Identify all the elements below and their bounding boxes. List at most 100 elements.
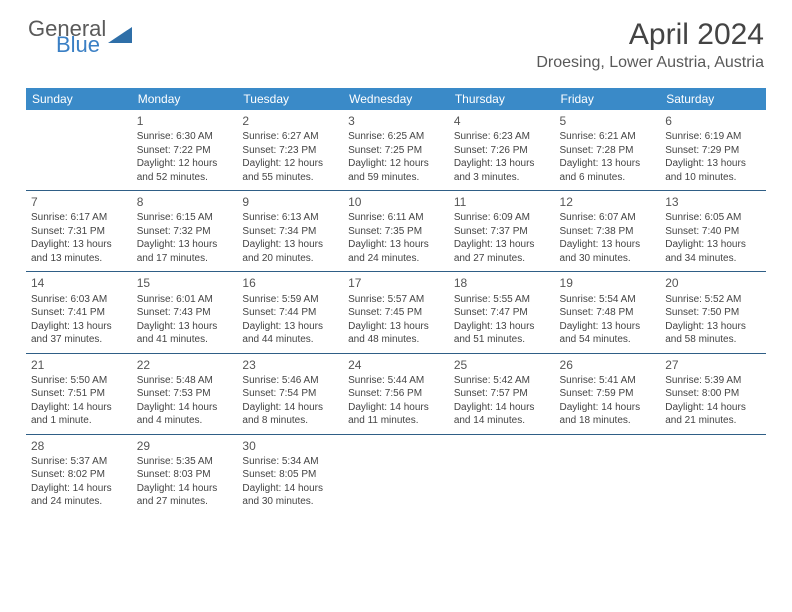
day-cell: 6Sunrise: 6:19 AMSunset: 7:29 PMDaylight… xyxy=(660,110,766,191)
day-cell: 24Sunrise: 5:44 AMSunset: 7:56 PMDayligh… xyxy=(343,353,449,434)
sunset-line: Sunset: 8:05 PM xyxy=(242,468,338,482)
day-cell: 29Sunrise: 5:35 AMSunset: 8:03 PMDayligh… xyxy=(132,434,238,515)
sunrise-line: Sunrise: 5:34 AM xyxy=(242,455,338,469)
sunset-line: Sunset: 8:00 PM xyxy=(665,387,761,401)
day-number: 10 xyxy=(348,194,444,210)
day-cell: 28Sunrise: 5:37 AMSunset: 8:02 PMDayligh… xyxy=(26,434,132,515)
sunrise-line: Sunrise: 6:21 AM xyxy=(560,130,656,144)
sunset-line: Sunset: 7:43 PM xyxy=(137,306,233,320)
daylight-line: Daylight: 13 hours and 20 minutes. xyxy=(242,238,338,265)
week-row: 28Sunrise: 5:37 AMSunset: 8:02 PMDayligh… xyxy=(26,434,766,515)
day-number: 29 xyxy=(137,438,233,454)
daylight-line: Daylight: 13 hours and 30 minutes. xyxy=(560,238,656,265)
sunset-line: Sunset: 7:25 PM xyxy=(348,144,444,158)
sunrise-line: Sunrise: 6:11 AM xyxy=(348,211,444,225)
location: Droesing, Lower Austria, Austria xyxy=(536,54,764,72)
sunset-line: Sunset: 7:45 PM xyxy=(348,306,444,320)
sunset-line: Sunset: 8:02 PM xyxy=(31,468,127,482)
sunset-line: Sunset: 7:41 PM xyxy=(31,306,127,320)
sunset-line: Sunset: 7:53 PM xyxy=(137,387,233,401)
month-title: April 2024 xyxy=(536,18,764,52)
day-number: 1 xyxy=(137,113,233,129)
day-number: 6 xyxy=(665,113,761,129)
sunrise-line: Sunrise: 5:48 AM xyxy=(137,374,233,388)
week-row: 21Sunrise: 5:50 AMSunset: 7:51 PM Dayligh… xyxy=(26,353,766,434)
day-cell: 21Sunrise: 5:50 AMSunset: 7:51 PMDayligh… xyxy=(26,353,132,434)
daylight-line: Daylight: 14 hours and 4 minutes. xyxy=(137,401,233,428)
sunrise-line: Sunrise: 6:30 AM xyxy=(137,130,233,144)
sunrise-line: Sunrise: 5:42 AM xyxy=(454,374,550,388)
daylight-line: Daylight: 14 hours and 14 minutes. xyxy=(454,401,550,428)
day-cell: 17Sunrise: 5:57 AMSunset: 7:45 PMDayligh… xyxy=(343,272,449,353)
daylight-line: Daylight: 13 hours and 41 minutes. xyxy=(137,320,233,347)
daylight-line: Daylight: 13 hours and 13 minutes. xyxy=(31,238,127,265)
day-cell: 18Sunrise: 5:55 AMSunset: 7:47 PMDayligh… xyxy=(449,272,555,353)
sunrise-line: Sunrise: 6:13 AM xyxy=(242,211,338,225)
sunrise-line: Sunrise: 6:09 AM xyxy=(454,211,550,225)
sunrise-line: Sunrise: 6:17 AM xyxy=(31,211,127,225)
daylight-line: Daylight: 14 hours and 24 minutes. xyxy=(31,482,127,509)
sunset-line: Sunset: 7:38 PM xyxy=(560,225,656,239)
daylight-line: Daylight: 13 hours and 27 minutes. xyxy=(454,238,550,265)
day-cell: 11Sunrise: 6:09 AMSunset: 7:37 PMDayligh… xyxy=(449,191,555,272)
day-number: 12 xyxy=(560,194,656,210)
sunrise-line: Sunrise: 6:07 AM xyxy=(560,211,656,225)
day-cell: 5Sunrise: 6:21 AMSunset: 7:28 PMDaylight… xyxy=(555,110,661,191)
day-number: 3 xyxy=(348,113,444,129)
day-cell: 9Sunrise: 6:13 AMSunset: 7:34 PMDaylight… xyxy=(237,191,343,272)
daylight-line: Daylight: 13 hours and 6 minutes. xyxy=(560,157,656,184)
sunrise-line: Sunrise: 6:15 AM xyxy=(137,211,233,225)
day-cell: 1Sunrise: 6:30 AMSunset: 7:22 PMDaylight… xyxy=(132,110,238,191)
day-number: 13 xyxy=(665,194,761,210)
day-cell: 3Sunrise: 6:25 AMSunset: 7:25 PMDaylight… xyxy=(343,110,449,191)
day-cell: 30Sunrise: 5:34 AMSunset: 8:05 PMDayligh… xyxy=(237,434,343,515)
day-cell: 25Sunrise: 5:42 AMSunset: 7:57 PMDayligh… xyxy=(449,353,555,434)
day-cell: 7Sunrise: 6:17 AMSunset: 7:31 PMDaylight… xyxy=(26,191,132,272)
sunrise-line: Sunrise: 5:44 AM xyxy=(348,374,444,388)
sunrise-line: Sunrise: 5:46 AM xyxy=(242,374,338,388)
week-row: 14Sunrise: 6:03 AMSunset: 7:41 PMDayligh… xyxy=(26,272,766,353)
calendar-table: Sunday Monday Tuesday Wednesday Thursday… xyxy=(26,88,766,515)
day-cell: 23Sunrise: 5:46 AMSunset: 7:54 PMDayligh… xyxy=(237,353,343,434)
day-cell: 16Sunrise: 5:59 AMSunset: 7:44 PMDayligh… xyxy=(237,272,343,353)
day-cell: 27Sunrise: 5:39 AMSunset: 8:00 PMDayligh… xyxy=(660,353,766,434)
sunset-line: Sunset: 7:48 PM xyxy=(560,306,656,320)
daylight-line: Daylight: 13 hours and 54 minutes. xyxy=(560,320,656,347)
day-number: 24 xyxy=(348,357,444,373)
sunrise-line: Sunrise: 5:39 AM xyxy=(665,374,761,388)
sunset-line: Sunset: 7:59 PM xyxy=(560,387,656,401)
sunset-line: Sunset: 7:57 PM xyxy=(454,387,550,401)
sunset-line: Sunset: 7:51 PM xyxy=(31,387,127,401)
sunrise-line: Sunrise: 5:50 AM xyxy=(31,374,127,388)
day-number: 2 xyxy=(242,113,338,129)
empty-cell xyxy=(555,434,661,515)
day-number: 20 xyxy=(665,275,761,291)
dow-saturday: Saturday xyxy=(660,88,766,110)
sunset-line: Sunset: 7:32 PM xyxy=(137,225,233,239)
day-cell: 8Sunrise: 6:15 AMSunset: 7:32 PMDaylight… xyxy=(132,191,238,272)
sunrise-line: Sunrise: 6:25 AM xyxy=(348,130,444,144)
sunset-line: Sunset: 7:47 PM xyxy=(454,306,550,320)
daylight-line: Daylight: 14 hours and 27 minutes. xyxy=(137,482,233,509)
empty-cell xyxy=(26,110,132,191)
sunrise-line: Sunrise: 5:37 AM xyxy=(31,455,127,469)
dow-tuesday: Tuesday xyxy=(237,88,343,110)
day-cell: 2Sunrise: 6:27 AMSunset: 7:23 PMDaylight… xyxy=(237,110,343,191)
daylight-line: Daylight: 12 hours and 52 minutes. xyxy=(137,157,233,184)
sunset-line: Sunset: 7:23 PM xyxy=(242,144,338,158)
dow-monday: Monday xyxy=(132,88,238,110)
dow-thursday: Thursday xyxy=(449,88,555,110)
sunrise-line: Sunrise: 6:01 AM xyxy=(137,293,233,307)
day-number: 25 xyxy=(454,357,550,373)
daylight-line: Daylight: 13 hours and 48 minutes. xyxy=(348,320,444,347)
day-number: 16 xyxy=(242,275,338,291)
daylight-line: Daylight: 13 hours and 24 minutes. xyxy=(348,238,444,265)
daylight-line: Daylight: 13 hours and 44 minutes. xyxy=(242,320,338,347)
sunset-line: Sunset: 7:54 PM xyxy=(242,387,338,401)
sunrise-line: Sunrise: 5:57 AM xyxy=(348,293,444,307)
day-number: 18 xyxy=(454,275,550,291)
day-number: 21 xyxy=(31,357,127,373)
sunset-line: Sunset: 8:03 PM xyxy=(137,468,233,482)
daylight-line: Daylight: 14 hours and 21 minutes. xyxy=(665,401,761,428)
sunset-line: Sunset: 7:56 PM xyxy=(348,387,444,401)
